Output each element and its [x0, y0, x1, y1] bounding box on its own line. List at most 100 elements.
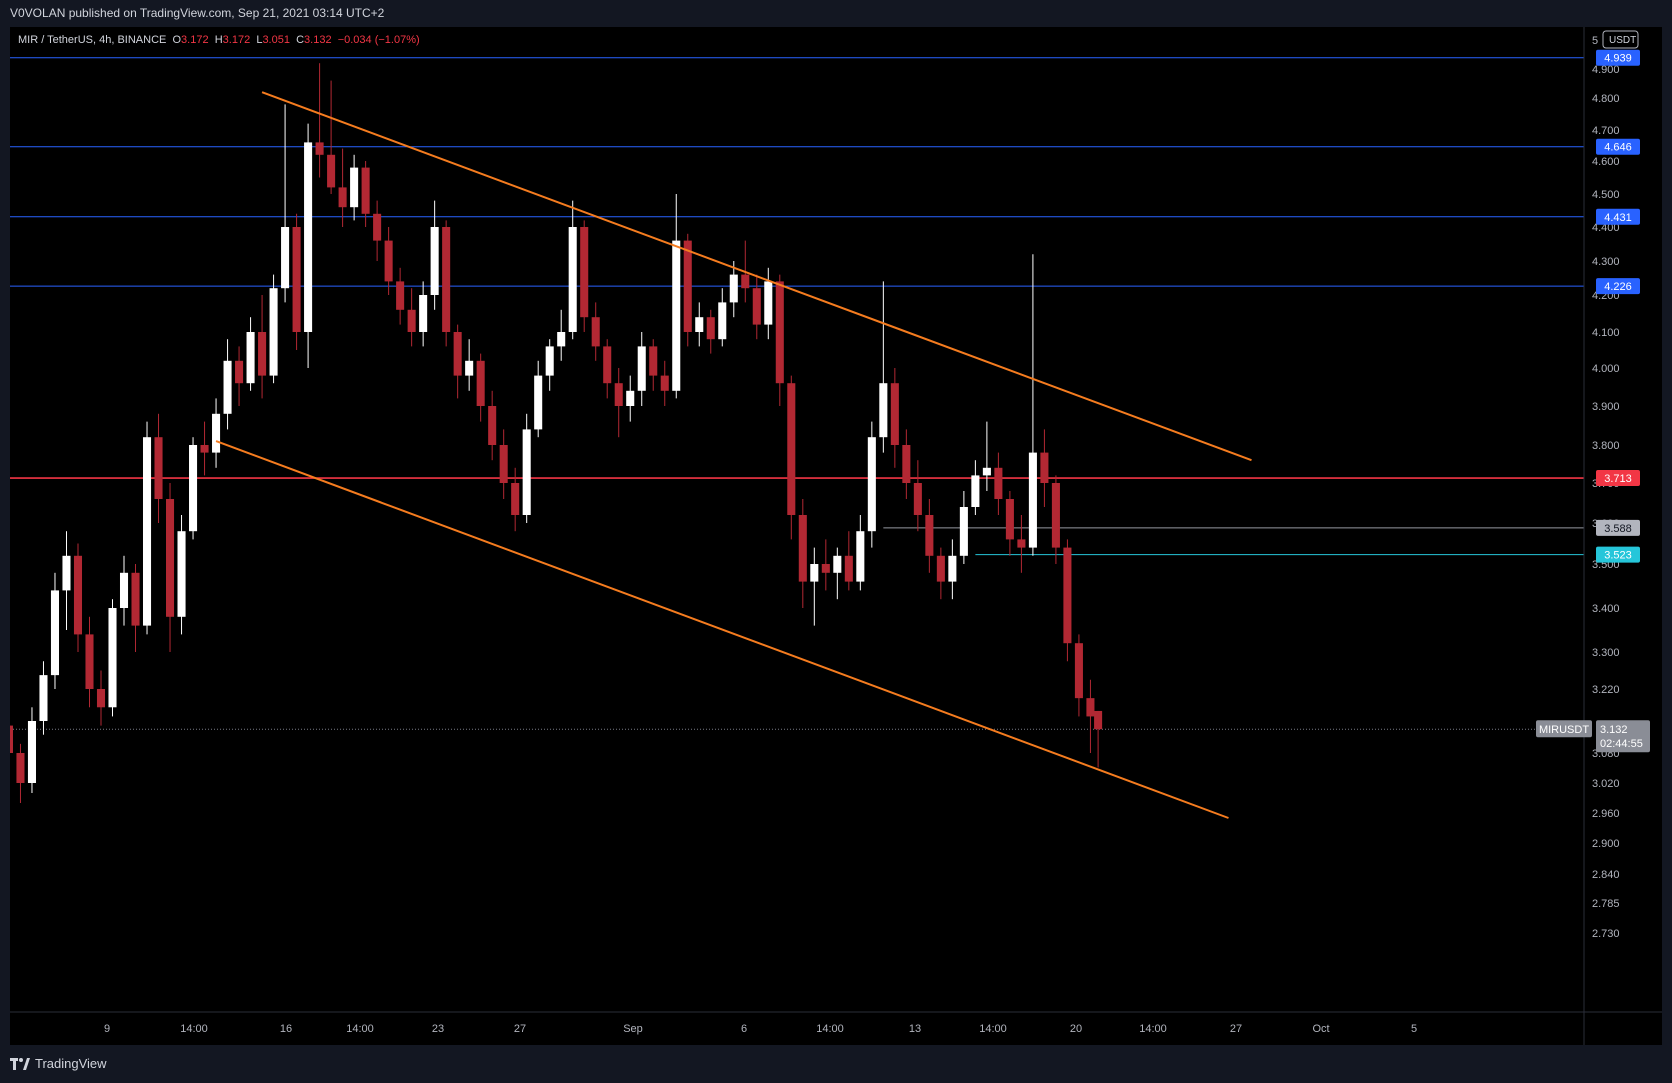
candlestick-chart[interactable]: 54.9004.8004.7004.6004.5004.4004.3004.20…	[10, 27, 1662, 1045]
time-tick-label: 9	[104, 1023, 110, 1035]
price-tick-label: 3.800	[1592, 440, 1620, 452]
candle	[235, 346, 244, 406]
candle-body	[465, 360, 474, 376]
candle	[683, 233, 692, 347]
symbol-badge-label: MIRUSDT	[1539, 724, 1589, 736]
candle-body	[741, 274, 750, 289]
candle	[833, 547, 842, 600]
candle-body	[614, 383, 623, 406]
candle	[315, 63, 324, 178]
time-tick-label: 14:00	[816, 1023, 844, 1035]
candle	[1028, 254, 1037, 556]
candle-body	[545, 346, 554, 376]
tradingview-brand: TradingView	[35, 1056, 107, 1071]
tradingview-logo[interactable]: TradingView	[10, 1056, 107, 1071]
price-tick-label: 4.600	[1592, 156, 1620, 168]
price-tick-label: 2.960	[1592, 808, 1620, 820]
level-badge-label: 3.523	[1604, 550, 1632, 562]
candle-body	[304, 142, 313, 332]
trendline-0	[261, 91, 1252, 462]
level-badge-bg	[1596, 208, 1640, 225]
time-tick-label: 14:00	[979, 1023, 1007, 1035]
candle	[959, 491, 968, 564]
candle	[1051, 475, 1060, 564]
candle	[384, 227, 393, 295]
candle-body	[350, 167, 359, 208]
candle	[1005, 491, 1014, 556]
level-badge-bg	[1596, 546, 1640, 563]
time-tick-label: 6	[741, 1023, 747, 1035]
candle-body	[729, 274, 738, 303]
candle	[936, 547, 945, 600]
candle-body	[580, 227, 589, 318]
candle	[729, 261, 738, 318]
footer-bar: TradingView	[0, 1045, 1672, 1083]
price-tick-label: 3.020	[1592, 778, 1620, 790]
time-axis[interactable]: 9 14:00 16 14:00 23 27 Sep 6 14:00 13 14:00 20 14:00…	[10, 1011, 1662, 1035]
time-tick-label: 5	[1411, 1023, 1417, 1035]
candle-body	[718, 302, 727, 340]
candle-body	[142, 437, 152, 626]
price-badges: 4.939 4.646 4.431 4.226 3.713 3.588 3.523 3.132…	[1536, 49, 1650, 753]
candle	[511, 467, 520, 532]
level-badge-bg	[1596, 470, 1640, 487]
candle-body	[361, 167, 370, 214]
price-tick-label: 4.300	[1592, 256, 1620, 268]
candle	[108, 599, 117, 717]
candle-body	[131, 572, 140, 626]
current-price-badge: 3.132 02:44:55	[1596, 720, 1650, 753]
candle-body	[591, 317, 600, 347]
candle-body	[338, 187, 347, 208]
candle-body	[62, 555, 71, 591]
candle	[407, 288, 416, 347]
candle-body	[867, 437, 876, 532]
price-tick-label: 4.100	[1592, 327, 1620, 339]
price-tick-label: 4.500	[1592, 189, 1620, 201]
candle	[154, 413, 163, 523]
candle	[580, 220, 589, 332]
time-tick-label: 14:00	[346, 1023, 374, 1035]
level-badge-bg	[1596, 519, 1640, 536]
candle-body	[925, 515, 934, 556]
price-tick-label: 4.000	[1592, 363, 1620, 375]
candle-body	[119, 572, 129, 608]
candle-body	[557, 332, 566, 347]
candle-body	[706, 317, 715, 340]
level-price-badge: 3.588	[1596, 519, 1640, 536]
candle	[534, 360, 543, 438]
candle-body	[787, 383, 796, 515]
candle-body	[752, 288, 761, 325]
publish-header: V0VOLAN published on TradingView.com, Se…	[0, 0, 1672, 27]
candle	[430, 200, 439, 310]
candle-body	[775, 281, 784, 384]
candle	[557, 309, 566, 361]
candle	[591, 302, 600, 361]
candle-body	[1094, 710, 1103, 730]
time-tick-label: 27	[514, 1023, 526, 1035]
level-price-badge: 3.713	[1596, 470, 1640, 487]
chart-panel[interactable]: 5 4.900 4.800 4.700 4.600 4.500 4.400 4.300 4.20…	[10, 27, 1662, 1045]
candle	[465, 339, 474, 391]
candle	[637, 332, 646, 406]
candle	[258, 295, 267, 399]
time-tick-label: 16	[280, 1023, 292, 1035]
candle	[522, 413, 531, 523]
candle	[73, 543, 83, 652]
candle-body	[994, 467, 1003, 499]
candle-body	[269, 288, 278, 376]
candle-body	[373, 213, 382, 241]
candle-body	[649, 346, 658, 376]
level-badge-bg	[1596, 49, 1640, 66]
candle-body	[603, 346, 612, 384]
candle	[879, 281, 888, 453]
candle	[695, 302, 704, 347]
candle-body	[1040, 452, 1049, 483]
candle	[499, 429, 508, 499]
tradingview-logo-icon	[10, 1057, 30, 1070]
candle-body	[315, 142, 324, 155]
candle-body	[1028, 452, 1037, 548]
level-badge-bg	[1596, 138, 1640, 155]
candle-body	[200, 445, 209, 453]
candle-body	[522, 429, 531, 515]
publish-text: V0VOLAN published on TradingView.com, Se…	[10, 6, 385, 20]
